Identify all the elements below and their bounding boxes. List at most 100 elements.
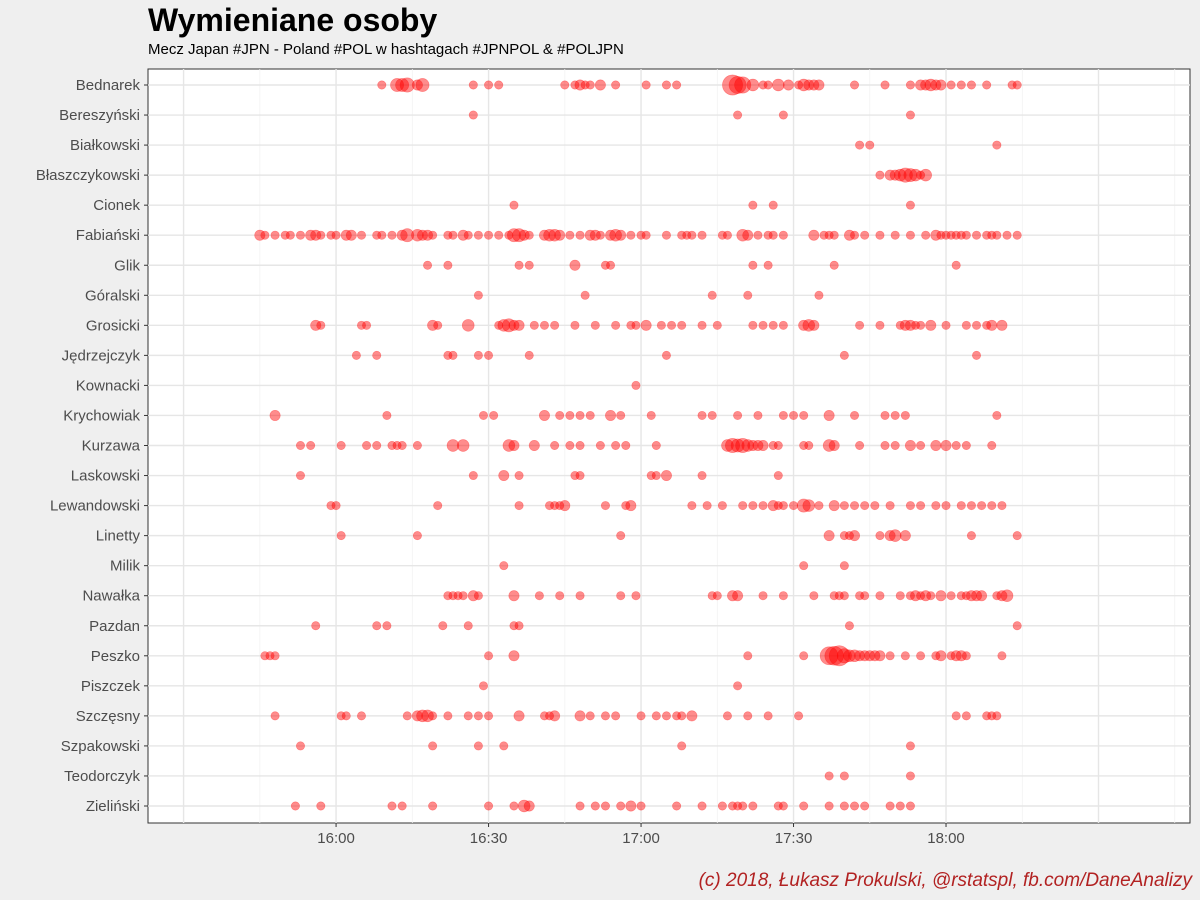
data-point: [616, 410, 626, 420]
data-point: [539, 711, 549, 721]
data-point: [433, 320, 443, 330]
data-point: [499, 741, 509, 751]
y-tick-label: Bednarek: [76, 77, 141, 94]
data-point: [316, 801, 326, 811]
data-point: [854, 650, 866, 662]
data-point: [473, 230, 483, 240]
data-point: [935, 79, 947, 91]
data-point: [494, 80, 504, 90]
data-point: [946, 591, 956, 601]
data-point: [905, 110, 915, 120]
data-point: [575, 440, 585, 450]
data-point: [789, 501, 799, 511]
data-point: [1002, 230, 1012, 240]
data-point: [732, 590, 744, 602]
data-point: [509, 200, 519, 210]
data-point: [1000, 589, 1014, 602]
data-point: [372, 440, 382, 450]
data-point: [808, 229, 820, 241]
data-point: [625, 800, 637, 812]
data-point: [946, 651, 956, 661]
data-point: [254, 229, 266, 241]
data-point: [523, 800, 535, 812]
data-point: [687, 230, 697, 240]
data-point: [941, 230, 951, 240]
data-point: [468, 80, 478, 90]
data-point: [880, 410, 890, 420]
data-point: [341, 711, 351, 721]
y-tick-label: Krychowiak: [63, 407, 140, 424]
data-point: [411, 228, 424, 242]
data-point: [336, 531, 346, 541]
data-point: [518, 229, 530, 241]
data-point: [869, 650, 881, 662]
data-point: [860, 591, 870, 601]
data-point: [514, 471, 524, 481]
x-tick-label: 16:30: [470, 830, 508, 847]
data-point: [600, 801, 610, 811]
data-point: [626, 230, 636, 240]
data-point: [677, 230, 687, 240]
data-point: [834, 591, 844, 601]
data-point: [768, 320, 778, 330]
data-point: [616, 531, 626, 541]
data-point: [916, 320, 926, 330]
data-point: [412, 440, 422, 450]
data-point: [560, 80, 570, 90]
data-point: [819, 230, 829, 240]
data-point: [924, 78, 938, 92]
data-point: [269, 409, 281, 421]
data-point: [1012, 531, 1022, 541]
x-tick-label: 17:30: [775, 830, 813, 847]
data-point: [697, 230, 707, 240]
data-point: [763, 711, 773, 721]
data-point: [899, 319, 911, 331]
data-point: [514, 501, 524, 511]
data-point: [930, 79, 942, 91]
data-point: [850, 230, 860, 240]
data-point: [399, 77, 415, 93]
data-point: [484, 80, 494, 90]
data-point: [920, 79, 932, 91]
data-point: [848, 649, 861, 663]
data-point: [507, 228, 521, 243]
data-point: [972, 350, 982, 360]
data-point: [499, 561, 509, 571]
data-point: [473, 290, 483, 300]
data-point: [641, 80, 651, 90]
data-point: [794, 80, 804, 90]
data-point: [733, 681, 743, 691]
data-point: [416, 229, 428, 241]
data-point: [611, 320, 621, 330]
data-point: [992, 140, 1002, 150]
data-point: [362, 440, 372, 450]
data-point: [828, 440, 840, 451]
data-point: [372, 621, 382, 631]
data-point: [920, 590, 932, 602]
data-point: [717, 801, 727, 811]
data-point: [778, 230, 788, 240]
data-point: [768, 440, 778, 450]
data-point: [972, 320, 982, 330]
data-point: [860, 230, 870, 240]
data-point: [722, 711, 732, 721]
data-point: [600, 711, 610, 721]
data-point: [829, 230, 839, 240]
data-point: [446, 439, 460, 452]
data-point: [646, 410, 656, 420]
data-point: [890, 410, 900, 420]
y-tick-label: Jędrzejczyk: [62, 347, 141, 364]
data-point: [849, 530, 861, 542]
data-point: [707, 591, 717, 601]
data-point: [987, 230, 997, 240]
data-point: [880, 440, 890, 450]
y-tick-label: Milik: [110, 558, 140, 575]
data-point: [961, 591, 971, 601]
data-point: [763, 80, 773, 90]
data-point: [956, 230, 966, 240]
data-point: [494, 320, 504, 330]
data-point: [336, 711, 346, 721]
data-point: [478, 681, 488, 691]
data-point: [823, 409, 835, 421]
data-point: [640, 319, 652, 331]
